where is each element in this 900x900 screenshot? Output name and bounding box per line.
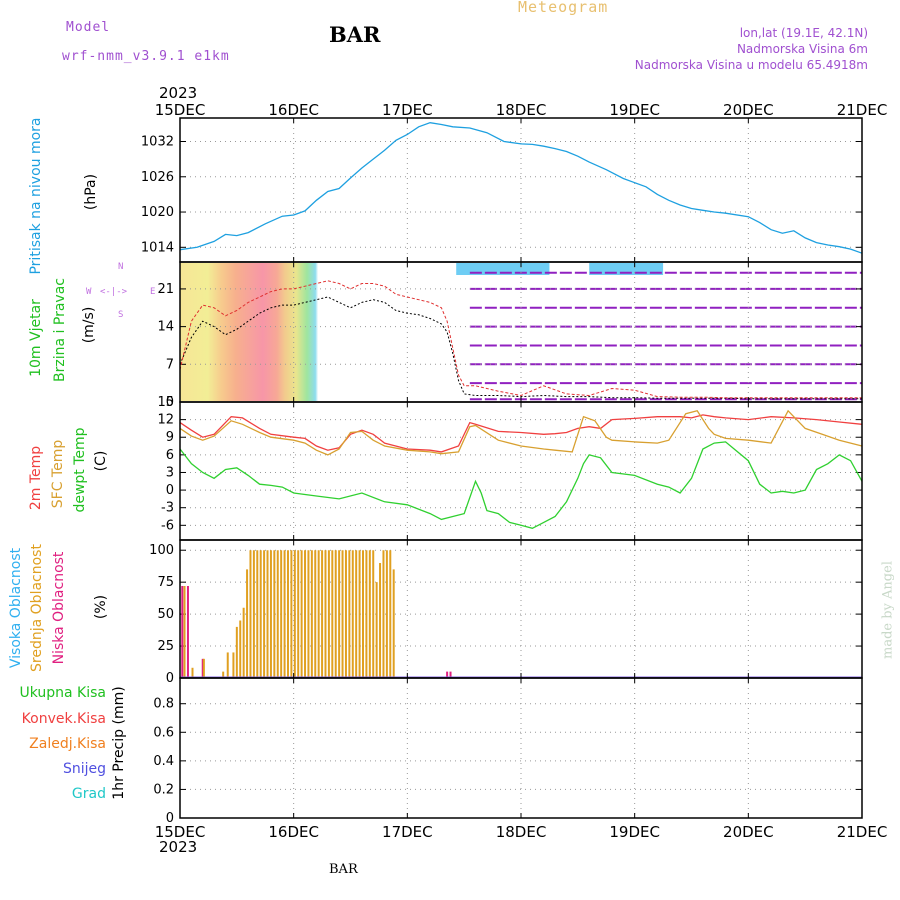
date-tick-top: 21DEC (837, 101, 888, 119)
wind-ytick-label: 7 (166, 357, 174, 372)
temp-ytick-label: 3 (166, 465, 174, 480)
date-tick-top: 18DEC (496, 101, 547, 119)
date-tick-bottom: 19DEC (609, 823, 660, 841)
wind-ytick-label: 0 (166, 395, 174, 410)
temp-ytick-label: 12 (157, 413, 174, 428)
footer-station: BAR (329, 862, 358, 877)
cloud-ytick-label: 75 (157, 575, 174, 590)
wind-barbs-band (180, 263, 457, 401)
station-title: BAR (329, 22, 381, 47)
precip-ytick-label: 0 (166, 811, 174, 826)
wind-ytick-label: 21 (157, 282, 174, 297)
date-tick-top: 17DEC (382, 101, 433, 119)
compass-south: S (118, 310, 124, 320)
temp-ytick-label: 0 (166, 483, 174, 498)
legend-conv-precip: Konvek.Kisa (21, 711, 106, 727)
temp-ytick-label: 6 (166, 448, 174, 463)
legend-freezing-precip: Zaledj.Kisa (29, 736, 106, 752)
legend-total-precip: Ukupna Kisa (19, 685, 106, 701)
pressure-ytick-label: 1032 (141, 135, 174, 150)
wind-ytick-label: 14 (157, 320, 174, 335)
compass-north: N (118, 262, 124, 272)
year-bottom: 2023 (159, 838, 198, 856)
date-tick-top: 19DEC (609, 101, 660, 119)
model-label: Model (66, 20, 111, 35)
location-coords: lon,lat (19.1E, 42.1N) (739, 26, 868, 40)
temp-series-line (179, 409, 863, 456)
temp-ytick-label: -3 (161, 501, 174, 516)
date-tick-bottom: 20DEC (723, 823, 774, 841)
temp-ytick-label: 15 (157, 395, 174, 410)
precip-ytick-label: 0.4 (153, 754, 174, 769)
compass-west: W (86, 287, 92, 297)
date-tick-top: 20DEC (723, 101, 774, 119)
legend-hail: Grad (71, 786, 106, 802)
cloud-ytick-label: 0 (166, 671, 174, 686)
precip-ytick-label: 0.8 (153, 697, 174, 712)
legend-snow: Snijeg (62, 761, 106, 777)
date-tick-bottom: 17DEC (382, 823, 433, 841)
date-tick-bottom: 21DEC (837, 823, 888, 841)
date-tick-top: 15DEC (155, 101, 206, 119)
compass-arrows-icon: <-|-> (100, 287, 128, 297)
cloud-ytick-label: 50 (157, 607, 174, 622)
compass-east: E (150, 287, 156, 297)
date-tick-bottom: 18DEC (496, 823, 547, 841)
temp-series-line (179, 414, 863, 453)
wind-series-line (179, 280, 862, 399)
pressure-ytick-label: 1020 (141, 205, 174, 220)
precip-ytick-label: 0.6 (153, 725, 174, 740)
app-title: Meteogram (518, 0, 609, 16)
cloud-ytick-label: 100 (149, 543, 174, 558)
temp-ytick-label: -6 (161, 518, 174, 533)
year-top: 2023 (159, 84, 198, 102)
precip-ytick-label: 0.2 (153, 782, 174, 797)
pressure-frame (179, 117, 863, 263)
cloud-ytick-label: 25 (157, 639, 174, 654)
pressure-ytick-label: 1014 (141, 240, 174, 255)
wind-compass: N S W E <-|-> (84, 258, 164, 328)
pressure-ytick-label: 1026 (141, 170, 174, 185)
model-altitude: Nadmorska Visina u modelu 65.4918m (634, 58, 868, 72)
date-tick-bottom: 16DEC (268, 823, 319, 841)
temp-ytick-label: 9 (166, 430, 174, 445)
temp-series-line (179, 441, 863, 529)
date-tick-bottom: 15DEC (155, 823, 206, 841)
pressure-series-line (179, 122, 863, 254)
model-name: wrf-nmm_v3.9.1 e1km (62, 49, 230, 64)
station-altitude: Nadmorska Visina 6m (736, 42, 868, 56)
date-tick-top: 16DEC (268, 101, 319, 119)
